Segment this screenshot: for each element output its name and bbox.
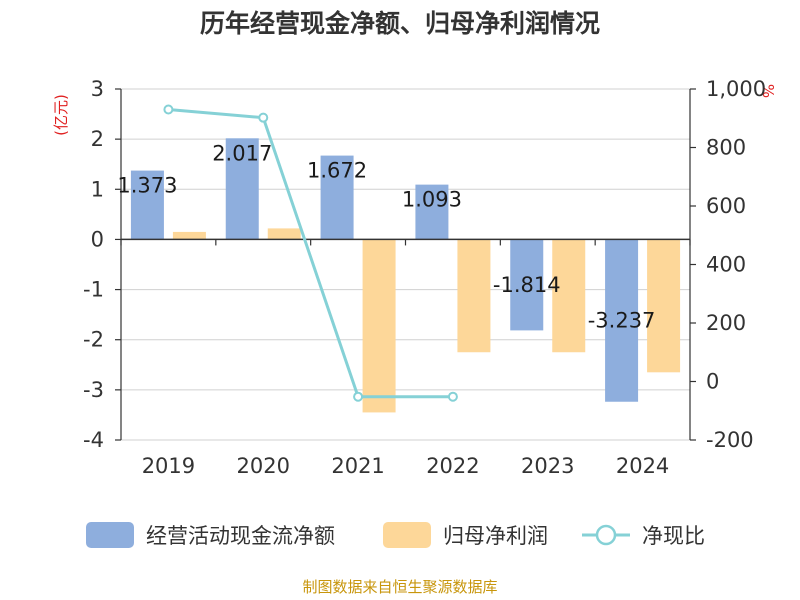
data-source-note: 制图数据来自恒生聚源数据库 [302,578,497,596]
legend-item-ratio[interactable]: 净现比 [582,524,705,548]
legend-item-net-profit[interactable]: 归母净利润 [383,522,548,548]
bar-net-profit-2019 [172,231,206,240]
right-axis-ticks: 1,000 800 600 400 200 0 -200 [690,77,766,452]
data-label-cashflow-2024: -3.237 [588,309,656,333]
right-tick-label: 0 [706,370,719,394]
left-tick-label: -2 [83,328,104,352]
x-tick-label: 2024 [616,454,669,478]
line-series [163,104,458,402]
left-tick-label: -4 [83,428,104,452]
data-label-cashflow-2022: 1.093 [402,188,462,212]
x-tick-label: 2023 [521,454,574,478]
left-axis-ticks: 3 2 1 0 -1 -2 -3 -4 [83,77,121,452]
bar-net-profit-2022 [457,239,491,353]
left-axis-unit: (亿元) [52,94,70,136]
ratio-point-2019 [163,104,174,115]
right-tick-label: 200 [706,311,746,335]
legend-label-cashflow: 经营活动现金流净额 [146,524,335,548]
right-tick-label: 800 [706,136,746,160]
x-tick-label: 2020 [237,454,290,478]
ratio-point-2022 [447,391,458,402]
legend-swatch-cashflow [86,522,134,548]
data-label-cashflow-2020: 2.017 [212,141,272,165]
bar-net-profit-2021 [362,239,396,413]
bar-net-profit-2023 [552,239,586,353]
x-tick-label: 2022 [426,454,479,478]
bar-cashflow-2021 [320,155,354,240]
right-tick-label: 1,000 [706,77,766,101]
gridlines [121,88,690,441]
data-label-cashflow-2023: -1.814 [493,273,561,297]
x-tick-label: 2019 [142,454,195,478]
left-tick-label: 2 [91,127,104,151]
left-tick-label: -1 [83,278,104,302]
left-tick-label: 1 [91,177,104,201]
data-label-cashflow-2021: 1.672 [307,159,367,183]
x-tick-label: 2021 [331,454,384,478]
ratio-line [168,107,453,399]
ratio-point-2020 [258,112,269,123]
right-tick-label: 400 [706,253,746,277]
bar-cashflow-2023 [510,239,544,331]
bar-cashflow-2020 [225,138,259,240]
chart-title: 历年经营现金净额、归母净利润情况 [200,9,600,38]
bar-series [130,138,681,413]
ratio-point-2021 [353,391,364,402]
right-tick-label: 600 [706,194,746,218]
legend: 经营活动现金流净额 归母净利润 净现比 [86,522,705,548]
legend-swatch-net-profit [383,522,431,548]
legend-label-ratio: 净现比 [642,524,705,548]
right-axis-unit: % [759,84,777,98]
left-tick-label: 0 [91,227,104,251]
right-tick-label: -200 [706,428,754,452]
bar-cashflow-2022 [415,184,449,240]
legend-swatch-ratio-marker [595,524,617,546]
left-tick-label: 3 [91,77,104,101]
data-labels: 1.373 2.017 1.672 1.093 -1.814 -3.237 [117,141,655,332]
axes [120,89,691,440]
legend-label-net-profit: 归母净利润 [443,524,548,548]
bar-cashflow-2019 [130,170,164,240]
bar-net-profit-2020 [267,228,301,240]
left-tick-label: -3 [83,378,104,402]
legend-item-cashflow[interactable]: 经营活动现金流净额 [86,522,335,548]
bar-net-profit-2024 [647,239,681,373]
x-axis-ticks: 2019 2020 2021 2022 2023 2024 [120,239,691,478]
bar-cashflow-2024 [605,239,639,402]
data-label-cashflow-2019: 1.373 [117,174,177,198]
